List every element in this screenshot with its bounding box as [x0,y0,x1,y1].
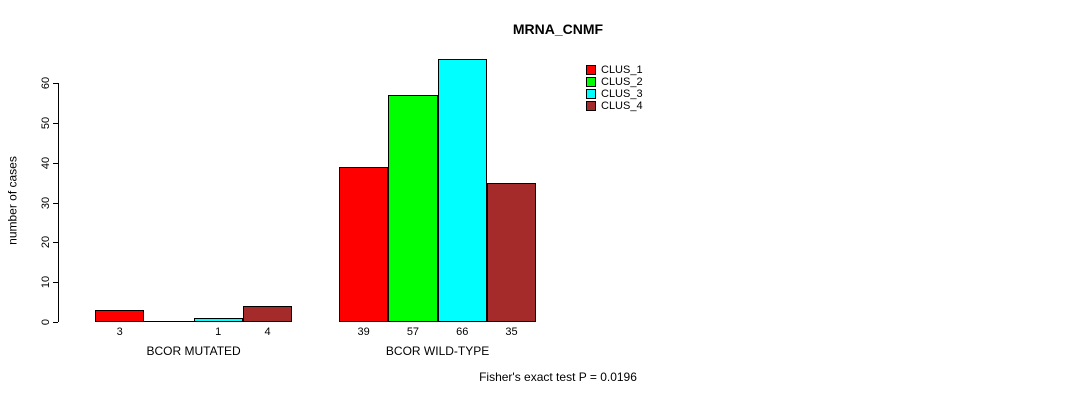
bar-clus_2-group1 [144,321,194,322]
bar-value-label: 39 [357,326,370,338]
legend-item: CLUS_3 [586,88,643,100]
y-tick-label: 10 [40,275,52,289]
bar-clus_1-group1 [95,310,145,322]
legend-item: CLUS_4 [586,100,643,112]
footer-text: Fisher's exact test P = 0.0196 [479,370,637,384]
bar-clus_3-group2 [437,59,487,322]
legend-swatch [586,89,596,99]
x-group-label: BCOR MUTATED [146,344,241,358]
y-tick-label: 60 [40,76,52,90]
bar-clus_2-group2 [388,95,438,322]
bar-value-label: 3 [116,326,123,338]
y-tick [53,163,58,164]
bar-clus_4-group1 [242,306,293,322]
bar-value-label: 35 [505,326,518,338]
legend: CLUS_1 CLUS_2 CLUS_3 CLUS_4 [586,64,643,112]
legend-label: CLUS_3 [601,88,643,100]
y-tick [53,83,58,84]
bar-clus_1-group2 [339,167,389,322]
bar-value-label: 57 [406,326,420,338]
bar-clus_4-group2 [486,183,537,322]
legend-swatch [586,77,596,87]
legend-swatch [586,101,596,111]
legend-label: CLUS_4 [601,100,643,112]
legend-item: CLUS_2 [586,76,643,88]
legend-label: CLUS_1 [601,64,643,76]
bar-value-label: 4 [264,326,271,338]
y-tick [53,123,58,124]
y-tick-label: 50 [40,116,52,130]
y-tick [53,282,58,283]
y-tick-label: 0 [40,318,52,326]
chart-title: MRNA_CNMF [512,21,604,37]
y-tick-label: 30 [40,196,52,210]
legend-swatch [586,65,596,75]
y-tick [53,322,58,323]
legend-item: CLUS_1 [586,64,643,76]
bar-value-label: 1 [215,326,222,338]
legend-label: CLUS_2 [601,76,643,88]
y-tick-label: 20 [40,235,52,249]
y-tick-label: 40 [40,156,52,170]
x-group-label: BCOR WILD-TYPE [385,344,490,358]
y-axis-line [58,83,59,322]
bar-clus_3-group1 [193,318,243,322]
y-tick [53,203,58,204]
bar-value-label: 66 [456,326,469,338]
y-tick [53,242,58,243]
